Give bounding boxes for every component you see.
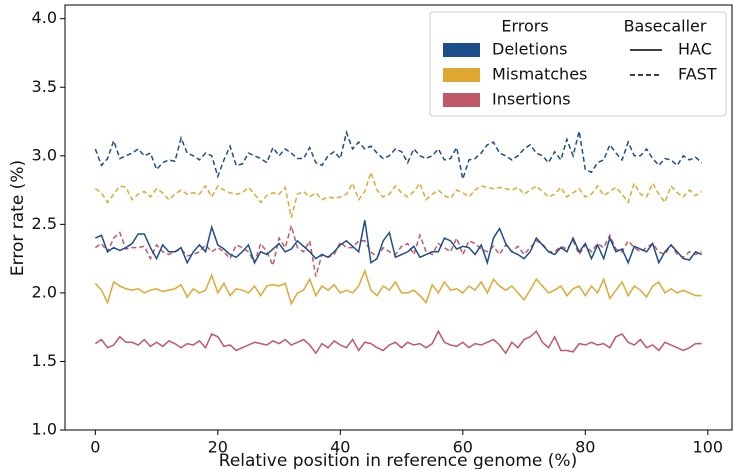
legend-title: Errors <box>501 17 548 36</box>
legend-label: HAC <box>678 40 712 59</box>
series-line <box>94 169 703 218</box>
series-line <box>94 268 702 306</box>
y-tick-label: 1.5 <box>32 351 57 370</box>
legend-label: FAST <box>678 65 717 84</box>
legend-swatch <box>443 93 480 107</box>
y-tick-label: 2.5 <box>32 214 57 233</box>
series-line <box>94 129 703 180</box>
legend-box <box>429 11 727 117</box>
legend-title: Basecaller <box>624 17 707 36</box>
legend-swatch <box>443 43 480 57</box>
legend-label: Insertions <box>492 90 571 109</box>
series-line <box>94 329 702 355</box>
y-tick-label: 3.5 <box>32 77 57 96</box>
y-tick-label: 3.0 <box>32 145 57 164</box>
y-axis-label: Error rate (%) <box>8 160 28 276</box>
y-tick-label: 4.0 <box>32 8 57 27</box>
x-tick-label: 40 <box>330 438 350 457</box>
legend-swatch <box>443 68 480 82</box>
y-tick-label: 1.0 <box>32 420 57 439</box>
legend-label: Deletions <box>492 40 567 59</box>
x-tick-label: 80 <box>575 438 595 457</box>
x-tick-label: 60 <box>453 438 473 457</box>
y-tick-label: 2.0 <box>32 282 57 301</box>
x-tick-label: 100 <box>693 438 724 457</box>
legend-label: Mismatches <box>492 65 587 84</box>
x-tick-label: 20 <box>208 438 228 457</box>
x-tick-label: 0 <box>90 438 100 457</box>
plot-frame <box>64 4 733 431</box>
series-line <box>95 220 702 266</box>
series-line <box>94 222 702 277</box>
x-axis-label: Relative position in reference genome (%… <box>219 451 577 469</box>
